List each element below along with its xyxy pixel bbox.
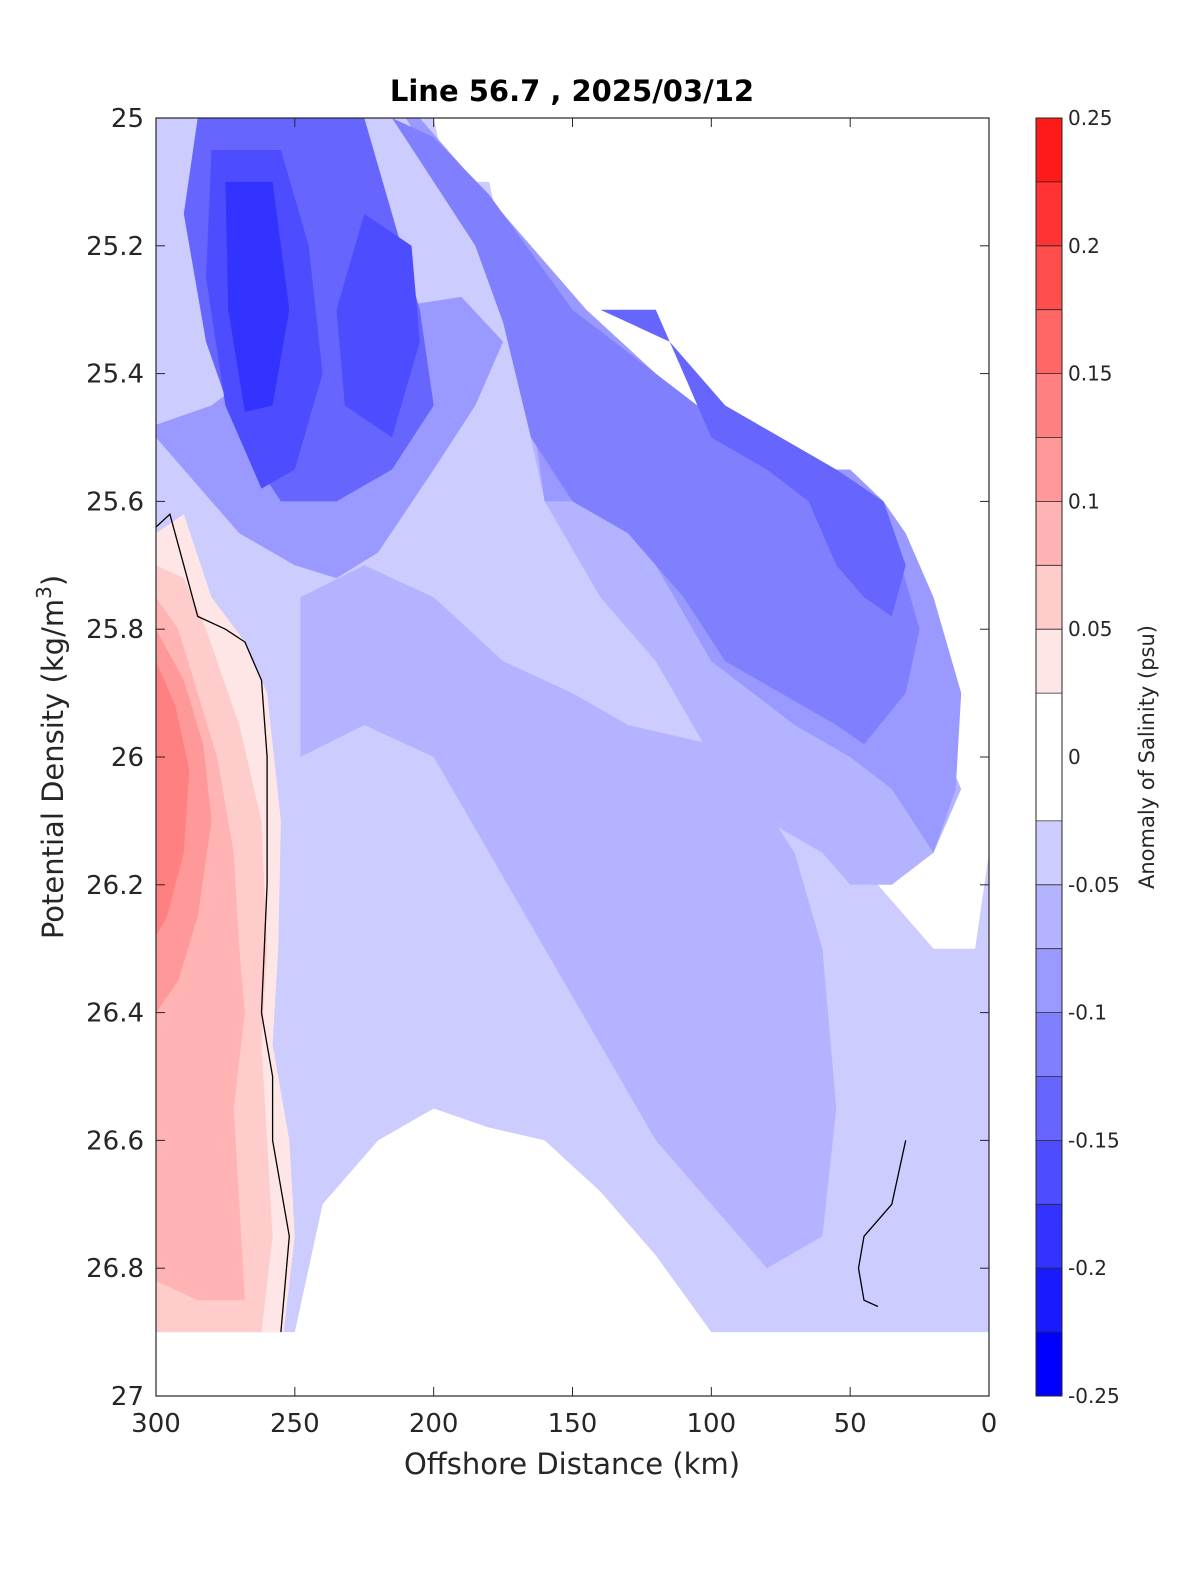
y-tick-label: 26.8 (86, 1254, 144, 1284)
y-tick-label: 25.8 (86, 615, 144, 645)
zero-contour-layer (156, 512, 907, 1333)
colorbar-tick-label: 0.1 (1068, 489, 1100, 513)
colorbar-tick-label: -0.2 (1068, 1256, 1107, 1280)
y-axis-label-superscript: 3 (32, 586, 56, 599)
x-tick-label: 250 (270, 1409, 320, 1439)
colorbar-tick-label: -0.05 (1068, 873, 1120, 897)
y-tick-label: 27 (111, 1382, 144, 1412)
x-axis-label: Offshore Distance (km) (404, 1447, 740, 1481)
colorbar-segment (1036, 437, 1062, 502)
colorbar-segment (1036, 1012, 1062, 1077)
y-tick-label: 25 (111, 104, 144, 134)
colorbar-tick-label: 0.25 (1068, 106, 1113, 130)
colorbar-tick-label: 0.2 (1068, 234, 1100, 258)
y-axis-label: Potential Density (kg/m3) (32, 575, 70, 939)
x-tick-label: 50 (834, 1409, 867, 1439)
colorbar-tick-label: 0 (1068, 745, 1081, 769)
x-axis: 300 250 200 150 100 50 0 (131, 118, 997, 1439)
colorbar-frame (1035, 117, 1063, 1397)
chart-title: Line 56.7 , 2025/03/12 (390, 74, 754, 108)
colorbar: -0.25 -0.2 -0.15 -0.1 -0.05 0 0.05 0.1 0.15 0.2 0.… (1035, 106, 1120, 1408)
contour-region-9 (336, 213, 420, 438)
x-tick-label: 200 (409, 1409, 459, 1439)
contour-region-7 (572, 309, 906, 617)
colorbar-tick-label: 0.05 (1068, 617, 1113, 641)
colorbar-segment (1036, 118, 1062, 183)
zero-contour-line-1 (857, 1140, 907, 1308)
contour-region-10 (225, 181, 290, 412)
y-tick-label: 25.4 (86, 360, 144, 390)
contour-region-15 (156, 661, 190, 936)
contour-region-2 (300, 565, 837, 1269)
colorbar-segment (1036, 1076, 1062, 1141)
x-tick-label: 100 (687, 1409, 737, 1439)
colorbar-segment (1036, 1204, 1062, 1269)
y-tick-label: 25.2 (86, 232, 144, 262)
colorbar-segment (1036, 501, 1062, 566)
colorbar-tick-label: -0.25 (1068, 1384, 1120, 1408)
y-tick-label: 26.4 (86, 999, 144, 1029)
zero-contour-line-0 (156, 512, 290, 1333)
colorbar-segment (1036, 565, 1062, 630)
colorbar-segment (1036, 181, 1062, 247)
colorbar-segment (1036, 1140, 1062, 1205)
colorbar-segment (1036, 693, 1062, 822)
colorbar-segment (1036, 884, 1062, 950)
colorbar-segment (1036, 1332, 1062, 1397)
colorbar-tick-label: -0.15 (1068, 1128, 1120, 1152)
y-axis-label-end: ) (36, 575, 70, 586)
colorbar-segment (1036, 1268, 1062, 1333)
colorbar-segment (1036, 948, 1062, 1014)
contour-region-5 (183, 118, 920, 745)
y-tick-label: 26 (111, 743, 144, 773)
contour-fill-layer (156, 118, 989, 1333)
colorbar-segment (1036, 373, 1062, 438)
y-axis-label-main: Potential Density (kg/m (36, 599, 70, 939)
colorbar-tick-label: -0.1 (1068, 1001, 1107, 1025)
colorbar-segment (1036, 820, 1062, 886)
colorbar-label: Anomaly of Salinity (psu) (1135, 625, 1159, 889)
colorbar-segment (1036, 629, 1062, 694)
y-axis: 25 25.2 25.4 25.6 25.8 26 26.2 26.4 26.6 26.8 27 (86, 104, 989, 1412)
x-tick-label: 0 (981, 1409, 998, 1439)
x-tick-label: 150 (548, 1409, 598, 1439)
y-tick-label: 26.2 (86, 871, 144, 901)
colorbar-segment (1036, 245, 1062, 311)
y-tick-label: 26.6 (86, 1126, 144, 1156)
colorbar-segment (1036, 309, 1062, 375)
x-tick-label: 300 (131, 1409, 181, 1439)
colorbar-tick-label: 0.15 (1068, 362, 1113, 386)
y-tick-label: 25.6 (86, 487, 144, 517)
